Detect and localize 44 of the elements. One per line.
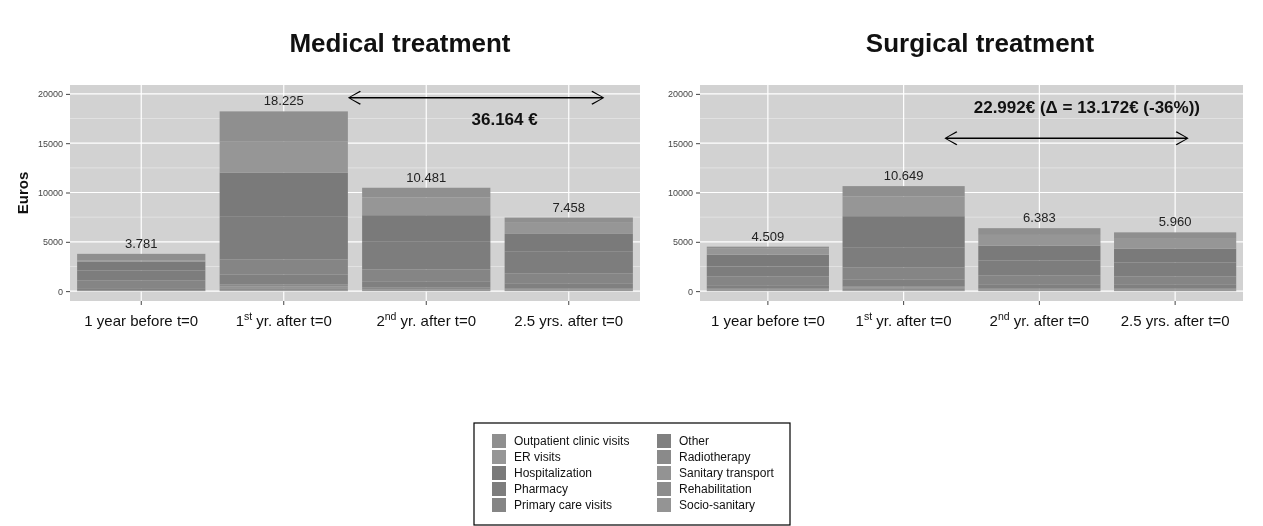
- y-tick-label: 0: [687, 286, 693, 297]
- legend-label: Socio-sanitary: [679, 498, 756, 512]
- annotation: 10.649: [883, 168, 924, 184]
- bar: [504, 222, 633, 234]
- y-tick-label: 20000: [667, 89, 693, 100]
- legend-label: Outpatient clinic visits: [514, 434, 630, 448]
- annotation: 5.960: [1158, 214, 1192, 230]
- legend-label: Other: [679, 434, 710, 448]
- annotation: 10.481: [406, 169, 447, 185]
- legend-label: ER visits: [514, 450, 561, 464]
- legend-label: Sanitary transport: [679, 466, 775, 480]
- legend-label: Rehabilitation: [679, 482, 752, 496]
- x-tick-label: 1 year before t=0: [710, 312, 825, 329]
- y-tick-label: 15000: [37, 138, 63, 149]
- y-tick-label: 5000: [42, 237, 63, 248]
- x-tick-label: 1 year before t=0: [84, 312, 199, 329]
- y-tick-label: 0: [57, 286, 63, 297]
- chart-title: Medical treatment: [289, 28, 511, 58]
- annotation: 7.458: [552, 199, 586, 215]
- x-tick-label: 2$^{nd}$ yr. after t=0: [376, 310, 477, 329]
- bar: [706, 248, 829, 255]
- annotation: 6.383: [1023, 210, 1056, 226]
- y-tick-label: 5000: [672, 237, 693, 248]
- annotation: 22.992€ (Δ = 13.172€ (-36%)): [973, 97, 1201, 117]
- annotation: 18.225: [263, 93, 304, 109]
- annotation: 3.781: [124, 235, 158, 251]
- annotation: 36.164 €: [471, 109, 539, 129]
- legend-label: Pharmacy: [514, 482, 569, 496]
- y-tick-label: 20000: [37, 89, 63, 100]
- legend-label: Radiotherapy: [679, 450, 751, 464]
- bar: [77, 253, 206, 261]
- y-tick-label: 15000: [667, 138, 693, 149]
- chart-title: Surgical treatment: [865, 28, 1095, 58]
- x-tick-label: 2$^{nd}$ yr. after t=0: [989, 310, 1090, 329]
- y-tick-label: 10000: [667, 187, 693, 198]
- annotation: 4.509: [751, 228, 785, 244]
- x-tick-label: 1$^{st}$ yr. after t=0: [855, 310, 952, 329]
- legend-label: Hospitalization: [514, 466, 593, 480]
- legend-label: Primary care visits: [514, 498, 613, 512]
- x-tick-label: 2.5 yrs. after t=0: [1120, 312, 1230, 329]
- x-tick-label: 2.5 yrs. after t=0: [514, 312, 624, 329]
- x-tick-label: 1$^{st}$ yr. after t=0: [235, 310, 332, 329]
- y-axis-title: Euros: [14, 171, 31, 215]
- y-tick-label: 10000: [37, 187, 63, 198]
